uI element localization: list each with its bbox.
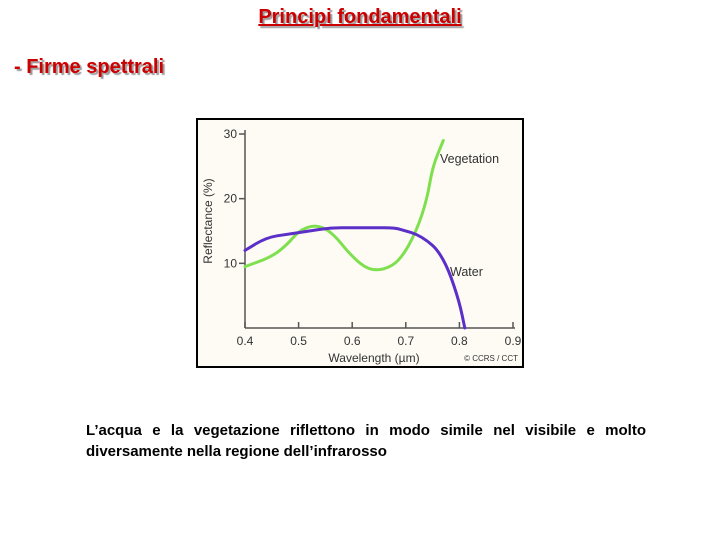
y-tick-label: 20 <box>224 192 238 206</box>
series-label-vegetation: Vegetation <box>440 152 499 166</box>
chart-svg: 0.4 0.5 0.6 0.7 0.8 0.9 10 20 30 Wavelength (µm) R… <box>201 127 522 365</box>
x-tick-label: 0.9 <box>505 334 522 348</box>
series-line-vegetation <box>243 139 445 272</box>
y-tick-label: 30 <box>224 127 238 141</box>
x-tick-label: 0.5 <box>290 334 307 348</box>
x-tick-label: 0.7 <box>397 334 414 348</box>
credit-text: © CCRS / CCT <box>464 354 518 363</box>
series-line-water <box>243 226 467 330</box>
x-tick-label: 0.4 <box>237 334 254 348</box>
x-tick-label: 0.8 <box>451 334 468 348</box>
x-axis-label: Wavelength (µm) <box>328 351 419 365</box>
y-tick-label: 10 <box>224 256 238 270</box>
slide-subtitle: - Firme spettrali <box>14 56 165 78</box>
slide-title: Principi fondamentali <box>258 6 462 28</box>
series-label-water: Water <box>450 265 483 279</box>
y-axis-label: Reflectance (%) <box>201 178 215 263</box>
x-tick-label: 0.6 <box>344 334 361 348</box>
caption: L’acqua e la vegetazione riflettono in m… <box>86 422 646 460</box>
spectral-signature-chart: 0.4 0.5 0.6 0.7 0.8 0.9 10 20 30 Wavelength (µm) R… <box>196 118 524 368</box>
